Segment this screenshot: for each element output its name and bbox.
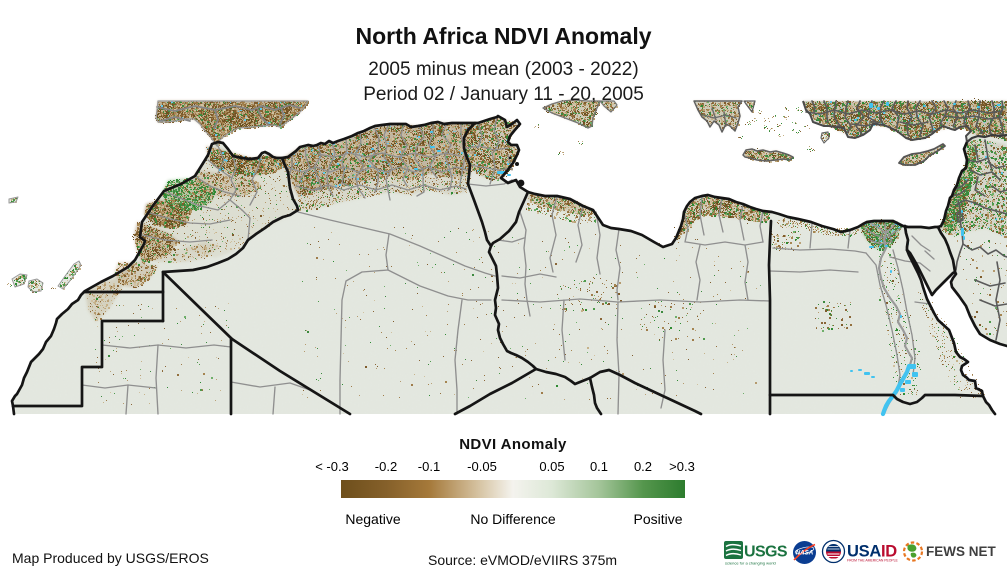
svg-text:USGS: USGS: [744, 544, 788, 561]
svg-text:USAID: USAID: [847, 543, 897, 561]
svg-text:FEWS NET: FEWS NET: [926, 544, 997, 559]
svg-text:FROM THE AMERICAN PEOPLE: FROM THE AMERICAN PEOPLE: [847, 559, 899, 563]
svg-text:NASA: NASA: [796, 550, 814, 557]
svg-text:science for a changing world: science for a changing world: [725, 561, 776, 566]
